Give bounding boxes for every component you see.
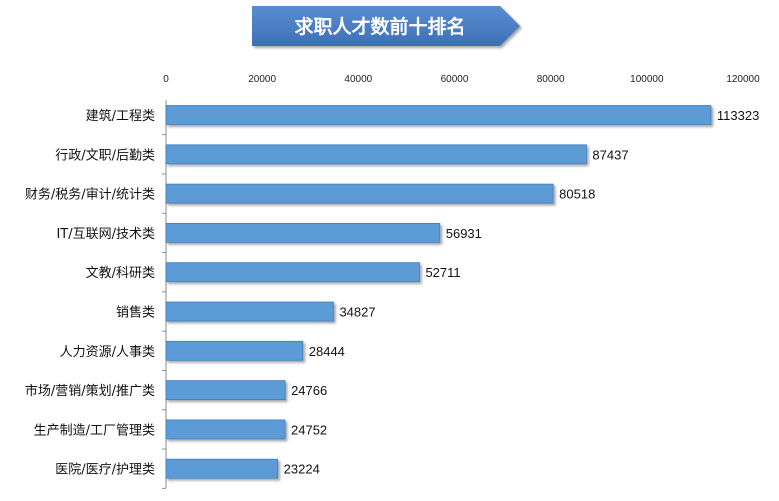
- bar: [165, 380, 286, 401]
- bars: 建筑/工程类 113323 行政/文职/后勤类 87437 财务/税务/审计/统计类 80…: [25, 105, 759, 489]
- category-label: 文教/科研类: [86, 265, 155, 281]
- data-label: 80518: [559, 187, 595, 202]
- category-label: 建筑/工程类: [86, 108, 155, 124]
- bar: [165, 262, 420, 283]
- title-banner: 求职人才数前十排名: [252, 6, 520, 46]
- data-label: 34827: [339, 305, 375, 320]
- category-label: 市场/营销/策划/推广类: [25, 383, 155, 399]
- chart-title: 求职人才数前十排名: [294, 15, 465, 38]
- data-label: 24766: [291, 383, 327, 398]
- data-label: 87437: [592, 147, 628, 162]
- data-label: 52711: [425, 265, 460, 280]
- category-label: IT/互联网/技术类: [56, 227, 155, 242]
- bar: [165, 340, 304, 361]
- x-tick-label: 100000: [630, 74, 664, 85]
- data-label: 28444: [309, 344, 345, 359]
- category-label: 生产制造/工厂管理类: [34, 423, 155, 438]
- category-label: 医院/医疗/护理类: [55, 463, 155, 478]
- category-label: 销售类: [116, 305, 155, 321]
- data-label: 23224: [284, 462, 320, 477]
- x-tick-label: 60000: [441, 74, 469, 85]
- bar: [165, 301, 334, 322]
- bar: [165, 105, 712, 125]
- category-label: 财务/税务/审计/统计类: [25, 187, 155, 203]
- bar: [165, 458, 279, 479]
- data-label: 56931: [446, 226, 482, 241]
- data-label: 113323: [717, 108, 759, 123]
- bar: [165, 144, 587, 165]
- x-tick-label: 0: [163, 74, 169, 85]
- bar: [165, 183, 554, 204]
- x-tick-label: 80000: [537, 74, 565, 85]
- category-label: 人力资源/人事类: [60, 345, 155, 360]
- bar: [165, 222, 441, 243]
- bar: [165, 419, 286, 440]
- x-tick-label: 120000: [726, 74, 760, 85]
- x-tick-label: 40000: [344, 74, 372, 85]
- x-tick-label: 20000: [248, 74, 276, 85]
- data-label: 24752: [291, 422, 327, 437]
- title-banner-shape: [252, 6, 520, 46]
- category-label: 行政/文职/后勤类: [55, 148, 155, 163]
